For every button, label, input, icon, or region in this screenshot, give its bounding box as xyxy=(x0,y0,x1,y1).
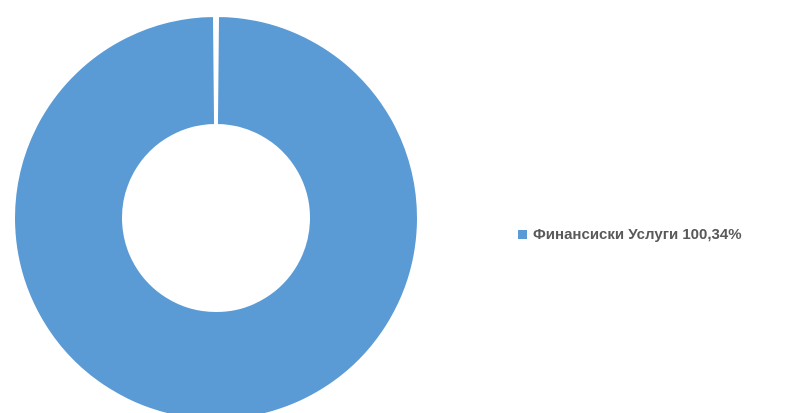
donut-slice-0 xyxy=(13,14,419,413)
chart-legend: Финансиски Услуги 100,34% xyxy=(518,226,742,243)
legend-swatch-financial-services xyxy=(518,230,527,239)
legend-label-financial-services: Финансиски Услуги 100,34% xyxy=(533,226,742,243)
